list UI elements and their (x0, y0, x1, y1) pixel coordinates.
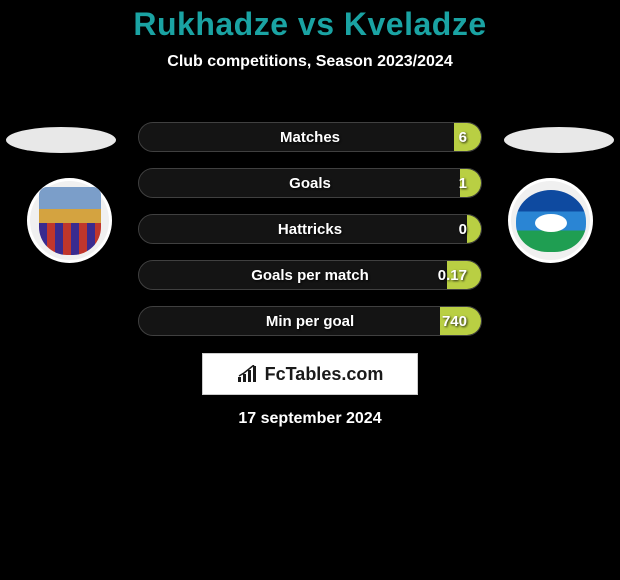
stat-right-value: 1 (459, 175, 467, 192)
stat-label: Goals (139, 175, 481, 192)
shadow-ellipse-left (6, 127, 116, 153)
stat-label: Matches (139, 129, 481, 146)
brand-text: FcTables.com (265, 364, 384, 385)
crest-right-graphic (516, 190, 586, 252)
stat-right-value: 6 (459, 129, 467, 146)
footer-date: 17 september 2024 (0, 410, 620, 428)
subtitle: Club competitions, Season 2023/2024 (0, 53, 620, 71)
stats-panel: Matches 6 Goals 1 Hattricks 0 Goals per … (138, 122, 482, 352)
stat-row-goals: Goals 1 (138, 168, 482, 198)
crest-left-graphic (39, 187, 101, 255)
stat-row-hattricks: Hattricks 0 (138, 214, 482, 244)
page-title: Rukhadze vs Kveladze (0, 0, 620, 43)
player-right-name: Kveladze (344, 6, 487, 42)
stat-label: Hattricks (139, 221, 481, 238)
vs-separator: vs (298, 6, 335, 42)
stat-right-value: 740 (442, 313, 467, 330)
brand-box[interactable]: FcTables.com (202, 353, 418, 395)
bar-chart-icon (237, 365, 259, 383)
stat-row-min-per-goal: Min per goal 740 (138, 306, 482, 336)
stat-right-value: 0 (459, 221, 467, 238)
stat-row-matches: Matches 6 (138, 122, 482, 152)
stat-row-goals-per-match: Goals per match 0.17 (138, 260, 482, 290)
shadow-ellipse-right (504, 127, 614, 153)
club-crest-right (508, 178, 593, 263)
stat-label: Goals per match (139, 267, 481, 284)
player-left-name: Rukhadze (133, 6, 288, 42)
stat-right-value: 0.17 (438, 267, 467, 284)
club-crest-left (27, 178, 112, 263)
stat-label: Min per goal (139, 313, 481, 330)
